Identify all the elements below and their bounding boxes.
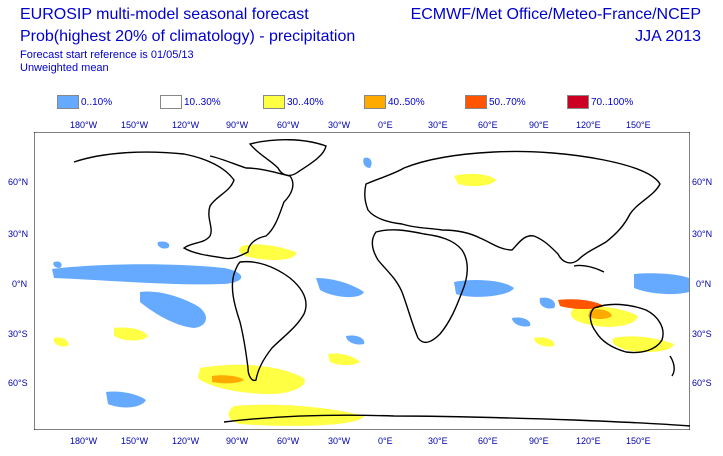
lon-tick-label: 30°W [328,436,351,446]
lon-tick-label: 60°E [478,120,498,130]
coastlines [73,139,690,427]
legend-item: 40..50% [364,94,425,110]
season-label: JJA 2013 [635,28,701,45]
legend-swatch [364,95,386,109]
legend-swatch [465,95,487,109]
lon-tick-label: 60°E [478,436,498,446]
map-title-variable: Prob(highest 20% of climatology) - preci… [20,28,356,45]
lon-tick-label: 120°W [172,120,200,130]
australia-coastline [589,303,664,354]
lon-tick-label: 0°E [378,436,393,446]
legend-item: 0..10% [57,94,112,110]
lon-tick-label: 90°E [529,436,549,446]
lon-tick-label: 150°W [121,120,149,130]
legend-swatch [263,95,285,109]
new-zealand-coastline [669,355,675,377]
antarctica-coastline [223,414,690,427]
maritime-continent-coastline [573,264,605,273]
lat-tick-label: 30°S [692,329,712,339]
lon-tick-label: 120°W [172,436,200,446]
ensemble-mean-label: Unweighted mean [20,62,109,74]
high-probability-areas [212,309,612,384]
lat-tick-label: 30°S [8,329,28,339]
forecast-start-label: Forecast start reference is 01/05/13 [20,49,194,61]
legend-item: 30..40% [263,94,324,110]
eurasia-coastline [363,150,661,264]
lat-tick-label: 0°N [696,279,712,289]
south-america-coastline [231,260,307,382]
legend-label: 10..30% [184,96,221,108]
legend-item: 70..100% [567,94,633,110]
very-high-probability-areas [558,299,604,309]
lat-tick-label: 60°S [8,378,28,388]
legend-item: 50..70% [465,94,526,110]
lon-tick-label: 180°W [70,436,98,446]
lon-tick-label: 60°W [277,436,300,446]
lon-tick-label: 150°W [121,436,149,446]
lat-tick-label: 60°N [692,177,713,187]
lon-tick-label: 180°W [70,120,98,130]
legend-label: 70..100% [591,96,634,108]
lon-tick-label: 0°E [378,120,393,130]
lat-tick-label: 30°N [692,229,713,239]
medium-probability-areas [53,173,674,426]
map-title: EUROSIP multi-model seasonal forecast [20,6,309,23]
lon-tick-label: 90°W [226,120,249,130]
low-probability-areas [52,157,689,408]
lon-tick-label: 150°E [626,120,651,130]
lat-tick-label: 0°N [12,279,28,289]
organizations-label: ECMWF/Met Office/Meteo-France/NCEP [410,6,701,23]
world-map [34,132,690,430]
africa-coastline [371,229,468,344]
legend-label: 0..10% [81,96,113,108]
legend-swatch [160,95,182,109]
lon-tick-label: 120°E [576,436,601,446]
lat-tick-label: 30°N [8,229,29,239]
lon-tick-label: 60°W [277,120,300,130]
lon-tick-label: 30°E [428,436,448,446]
legend-label: 40..50% [388,96,425,108]
lat-tick-label: 60°S [692,378,712,388]
legend-swatch [567,95,589,109]
legend-label: 30..40% [287,96,324,108]
lon-tick-label: 150°E [626,436,651,446]
legend-item: 10..30% [160,94,221,110]
lon-tick-label: 120°E [576,120,601,130]
lon-tick-label: 30°W [328,120,351,130]
legend-swatch [57,95,79,109]
lon-tick-label: 90°W [226,436,249,446]
lon-tick-label: 90°E [529,120,549,130]
legend-label: 50..70% [489,96,526,108]
lon-tick-label: 30°E [428,120,448,130]
lat-tick-label: 60°N [8,177,29,187]
greenland-coastline [248,139,327,177]
